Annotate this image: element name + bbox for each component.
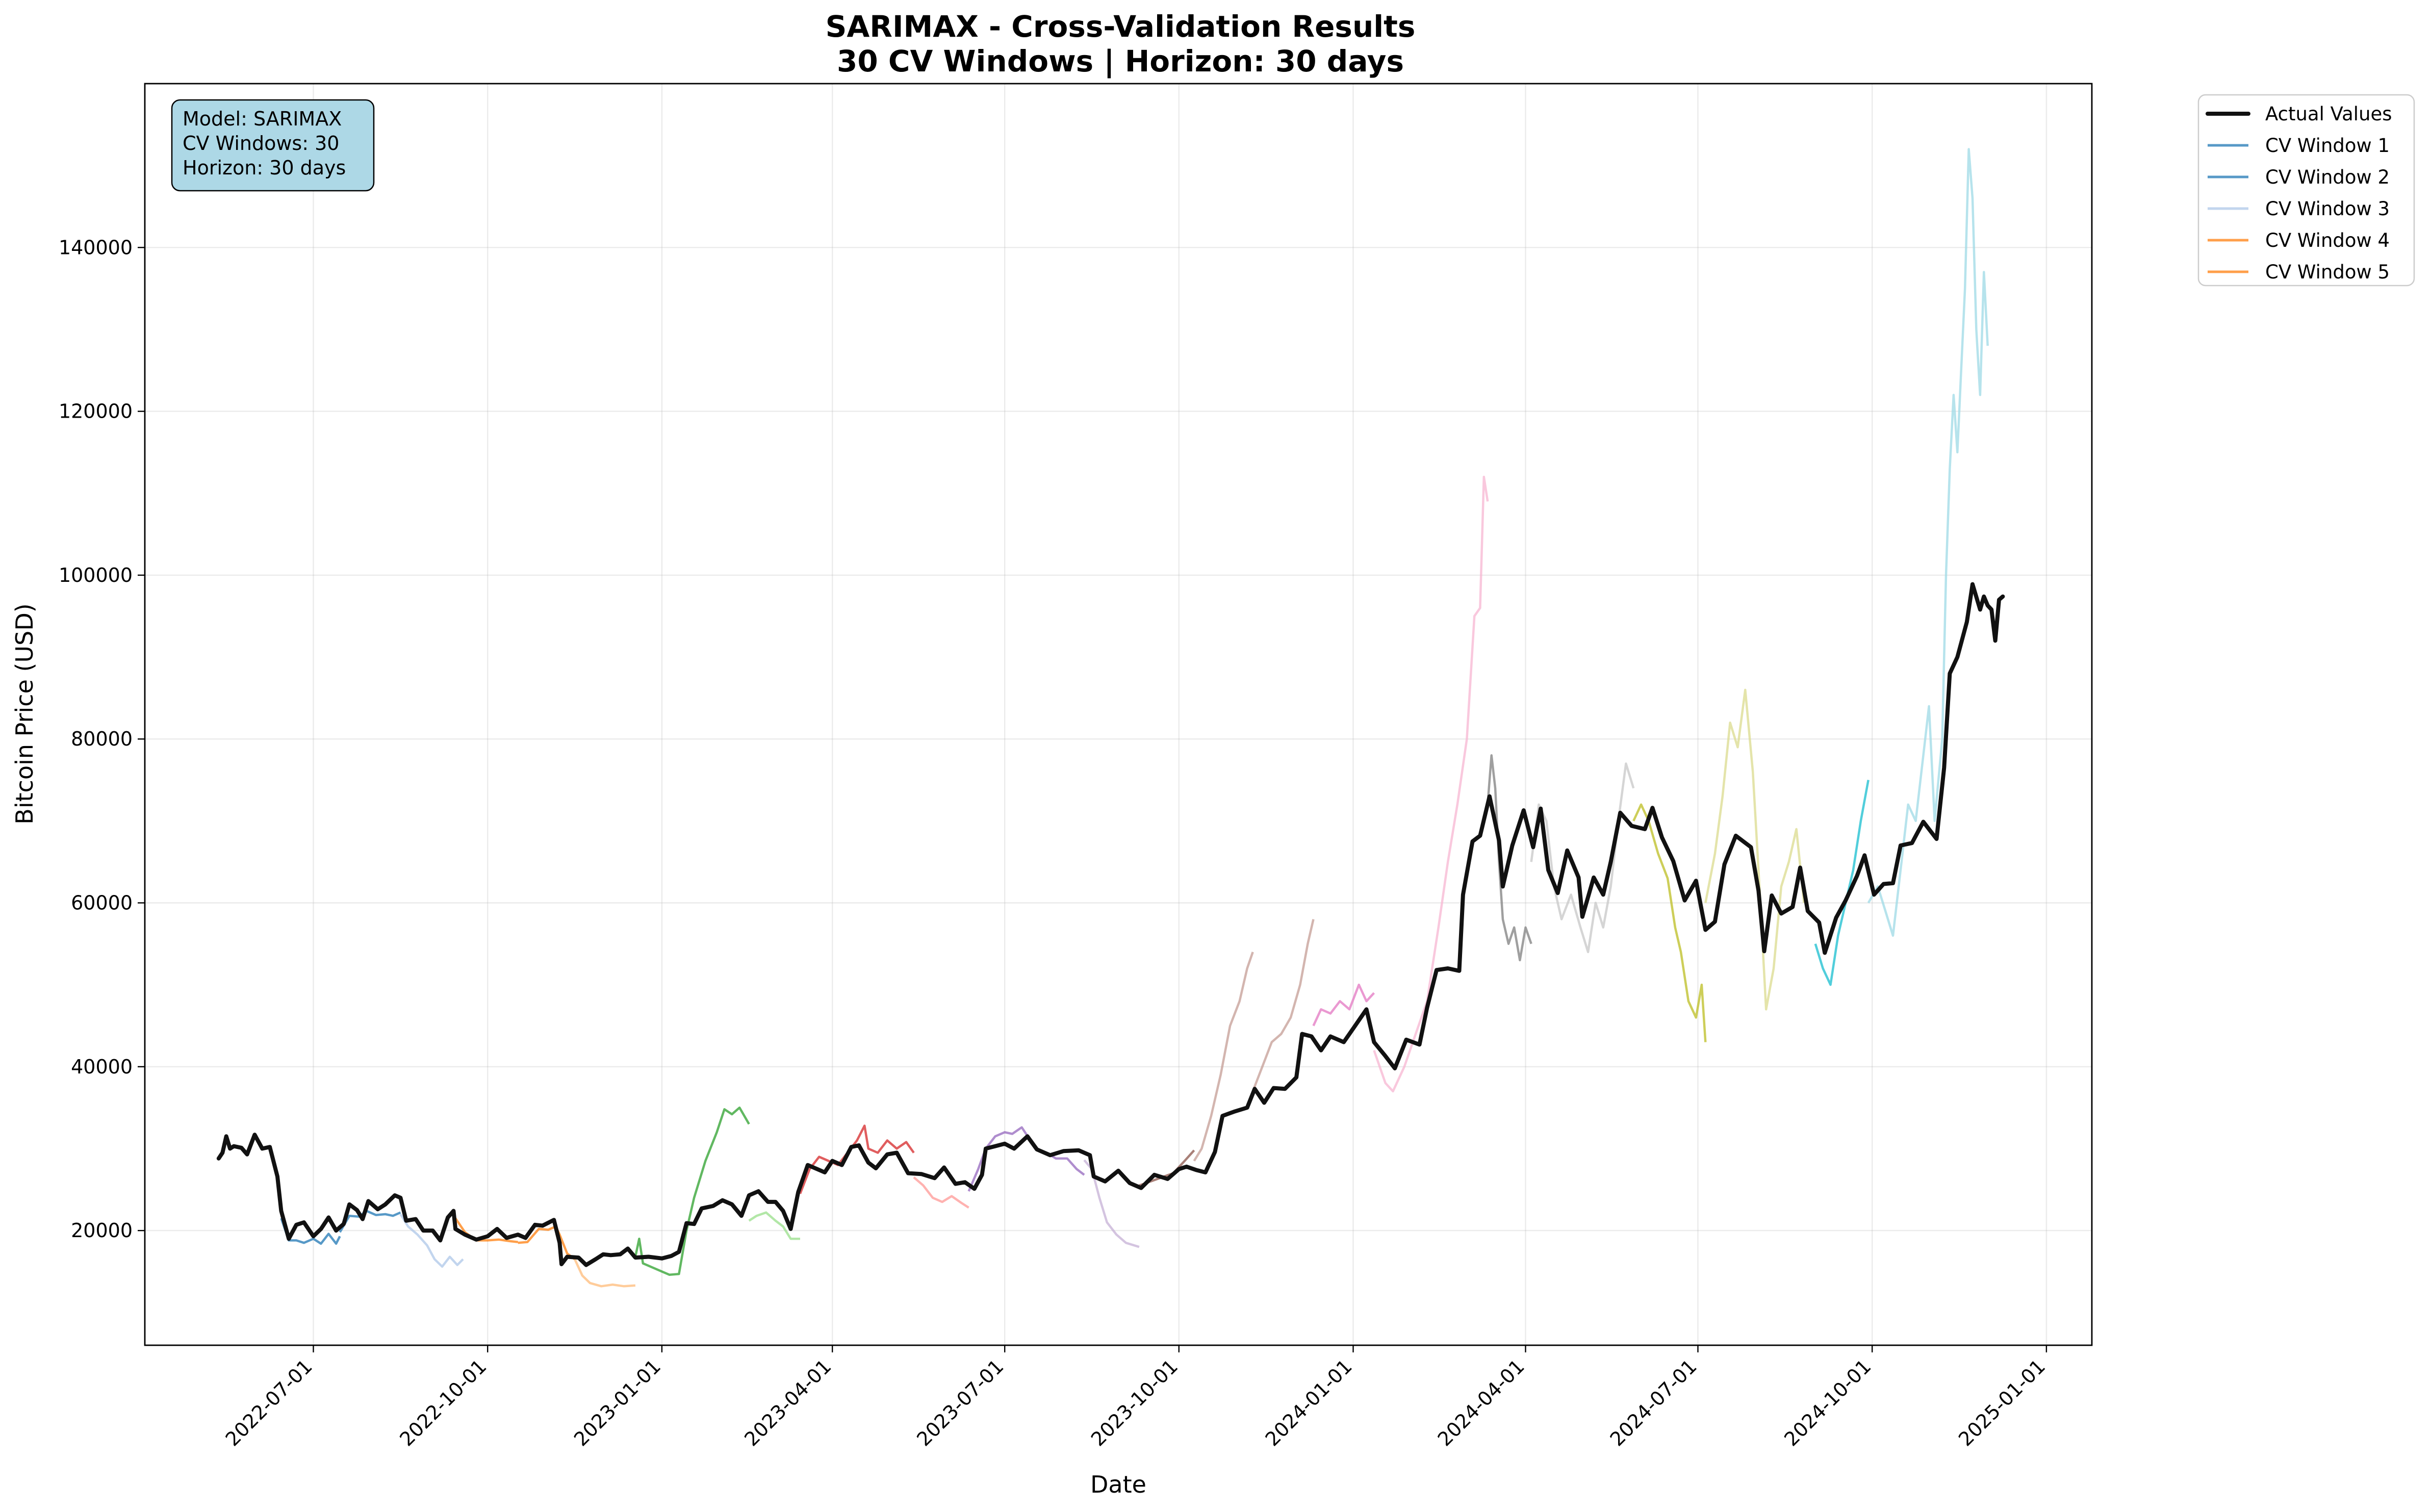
info-box-model: Model: SARIMAX: [183, 108, 342, 130]
chart-title-line-2: 30 CV Windows | Horizon: 30 days: [837, 44, 1404, 79]
info-box-horizon: Horizon: 30 days: [183, 157, 346, 179]
y-tick-label: 40000: [71, 1056, 133, 1078]
x-tick-label: 2024-04-01: [1433, 1355, 1529, 1450]
x-tick-label: 2023-07-01: [912, 1355, 1008, 1450]
cv-window-line-8: [748, 1211, 800, 1240]
legend-background: [2197, 94, 2415, 287]
info-box-background: [171, 99, 375, 192]
y-tick-label: 20000: [71, 1219, 133, 1242]
legend-label-cv-window-1: CV Window 1: [2265, 135, 2390, 157]
x-tick-label: 2022-07-01: [221, 1355, 317, 1450]
cv-window-line-20: [1632, 803, 1707, 1042]
x-tick-label: 2022-10-01: [395, 1355, 491, 1450]
chart-title-line-1: SARIMAX - Cross-Validation Results: [826, 9, 1416, 44]
x-tick-label: 2024-07-01: [1606, 1355, 1701, 1450]
cv-window-line-1: [280, 1218, 341, 1245]
y-tick-label: 100000: [59, 564, 133, 586]
plot-frame: [144, 83, 2093, 1346]
y-axis-label: Bitcoin Price (USD): [11, 603, 38, 824]
x-tick-label: 2023-01-01: [570, 1355, 665, 1450]
legend-label-cv-window-4: CV Window 4: [2265, 229, 2390, 251]
cv-window-lines: [280, 148, 1989, 1288]
x-axis-label: Date: [1090, 1471, 1146, 1498]
x-tick-label: 2023-10-01: [1087, 1355, 1182, 1450]
cv-window-line-4: [454, 1217, 518, 1243]
legend-label-actual: Actual Values: [2265, 103, 2392, 125]
legend-label-cv-window-2: CV Window 2: [2265, 166, 2390, 188]
cv-window-line-15: [1251, 919, 1315, 1092]
cv-window-line-18: [1486, 754, 1532, 962]
cv-window-line-22: [1814, 780, 1870, 986]
cv-window-line-10: [913, 1176, 969, 1209]
cv-window-line-3: [399, 1213, 464, 1268]
y-tick-label: 60000: [71, 892, 133, 914]
legend: Actual Values CV Window 1 CV Window 2 CV…: [2197, 94, 2415, 287]
x-tick-label: 2023-04-01: [740, 1355, 835, 1450]
actual-values-line-group: [216, 582, 2005, 1267]
legend-label-cv-window-3: CV Window 3: [2265, 198, 2390, 220]
grid: [145, 84, 2092, 1345]
legend-label-cv-window-5: CV Window 5: [2265, 261, 2390, 283]
y-tick-label: 80000: [71, 728, 133, 750]
cv-window-line-17: [1373, 475, 1489, 1093]
y-tick-label: 140000: [59, 236, 133, 259]
info-box: Model: SARIMAX CV Windows: 30 Horizon: 3…: [171, 99, 375, 192]
x-tick-label: 2024-01-01: [1261, 1355, 1356, 1450]
cv-window-line-23: [1867, 148, 1989, 937]
x-tick-label: 2024-10-01: [1780, 1355, 1875, 1450]
y-tick-label: 120000: [59, 400, 133, 423]
actual-values-line: [216, 582, 2005, 1267]
cv-window-line-9: [799, 1124, 915, 1194]
cv-window-line-2: [339, 1210, 401, 1233]
cv-window-line-5: [518, 1225, 576, 1261]
cv-window-line-7: [634, 1106, 750, 1276]
info-box-cv-windows: CV Windows: 30: [183, 132, 339, 155]
axes: 2022-07-01 2022-10-01 2023-01-01 2023-04-01…: [59, 236, 2050, 1450]
x-tick-label: 2025-01-01: [1954, 1355, 2050, 1450]
cv-window-line-6: [574, 1259, 636, 1288]
cv-window-line-14: [1193, 952, 1254, 1162]
cv-window-line-16: [1312, 983, 1375, 1027]
cv-window-line-21: [1704, 688, 1805, 1011]
